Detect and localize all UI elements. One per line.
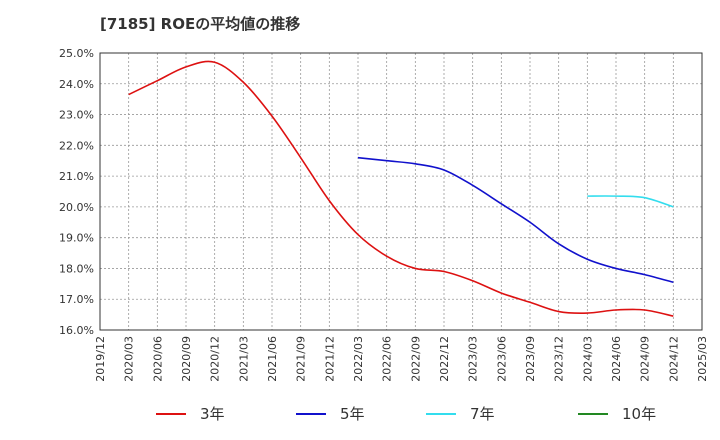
- legend-label-3: 7年: [470, 405, 495, 423]
- x-tick-label: 2023/06: [495, 336, 508, 382]
- y-tick-label: 21.0%: [59, 170, 94, 183]
- series-layer: [128, 60, 674, 317]
- x-tick-label: 2020/03: [123, 336, 136, 382]
- x-tick-label: 2024/12: [667, 336, 680, 382]
- y-tick-label: 18.0%: [59, 262, 94, 275]
- plot-area-border: [99, 52, 703, 331]
- x-tick-label: 2019/12: [94, 336, 107, 382]
- x-tick-label: 2021/12: [323, 336, 336, 382]
- legend-label-2: 5年: [340, 405, 365, 423]
- y-axis-ticks: 16.0% 17.0% 18.0% 19.0% 20.0% 21.0% 22.0% 23.0%…: [59, 47, 94, 337]
- x-tick-label: 2024/03: [581, 336, 594, 382]
- y-tick-label: 22.0%: [59, 139, 94, 152]
- x-tick-label: 2023/03: [467, 336, 480, 382]
- series-line-2: [357, 156, 674, 284]
- series-line-1: [128, 60, 674, 317]
- x-tick-label: 2023/12: [553, 336, 566, 382]
- x-axis-ticks: 2019/12 2020/03 2020/06 2020/09 2020/12 2021/…: [94, 336, 709, 382]
- grid-layer: [100, 53, 702, 330]
- y-tick-label: 24.0%: [59, 78, 94, 91]
- x-tick-label: 2021/06: [266, 336, 279, 382]
- legend: 3年 5年 7年 10年: [156, 405, 656, 423]
- x-tick-label: 2020/06: [151, 336, 164, 382]
- x-tick-label: 2021/03: [237, 336, 250, 382]
- y-tick-label: 25.0%: [59, 47, 94, 60]
- x-tick-label: 2020/09: [180, 336, 193, 382]
- x-tick-label: 2022/12: [438, 336, 451, 382]
- y-tick-label: 16.0%: [59, 324, 94, 337]
- x-tick-label: 2022/03: [352, 336, 365, 382]
- x-tick-label: 2024/09: [639, 336, 652, 382]
- y-tick-label: 23.0%: [59, 109, 94, 122]
- legend-label-4: 10年: [622, 405, 656, 423]
- y-tick-label: 20.0%: [59, 201, 94, 214]
- series-line-3: [587, 195, 674, 208]
- chart-title: [7185] ROEの平均値の推移: [100, 15, 301, 33]
- legend-label-1: 3年: [200, 405, 225, 423]
- y-tick-label: 19.0%: [59, 232, 94, 245]
- x-tick-label: 2023/09: [524, 336, 537, 382]
- x-tick-label: 2020/12: [209, 336, 222, 382]
- x-tick-label: 2025/03: [696, 336, 709, 382]
- x-tick-label: 2021/09: [295, 336, 308, 382]
- x-tick-label: 2022/06: [381, 336, 394, 382]
- y-tick-label: 17.0%: [59, 293, 94, 306]
- x-tick-label: 2022/09: [409, 336, 422, 382]
- x-tick-label: 2024/06: [610, 336, 623, 382]
